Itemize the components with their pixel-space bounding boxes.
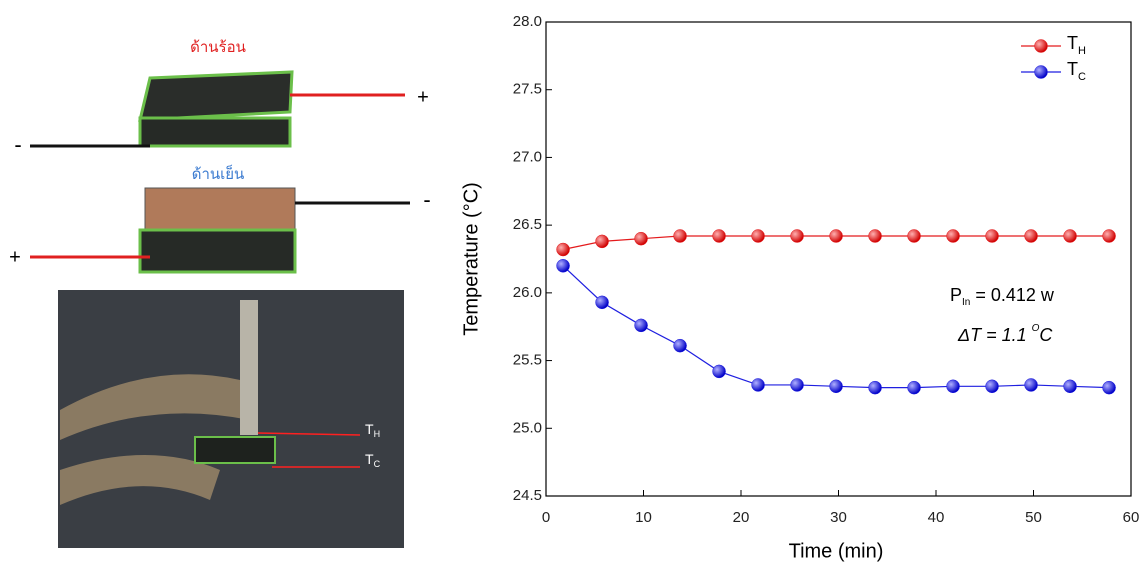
y-tick-label: 25.5	[513, 352, 542, 369]
sign: -	[423, 187, 430, 212]
data-point	[712, 364, 726, 379]
clamp	[60, 374, 250, 440]
x-tick-label: 30	[830, 509, 847, 526]
legend-text: T	[1067, 33, 1078, 53]
data-point	[634, 318, 648, 333]
data-point	[790, 229, 804, 243]
photo-label: TH	[365, 421, 380, 440]
photo: TH TC	[58, 290, 404, 548]
legend-subscript: H	[1078, 45, 1086, 57]
y-tick-label: 27.5	[513, 81, 542, 98]
y-tick-label: 26.5	[513, 216, 542, 233]
x-tick-label: 10	[635, 509, 652, 526]
sign: -	[14, 132, 21, 157]
plot-frame	[545, 21, 1132, 497]
data-point	[595, 295, 609, 310]
data-point	[1102, 380, 1116, 395]
annotation-part: C	[1039, 325, 1053, 345]
data-point	[985, 379, 999, 394]
data-point	[985, 229, 999, 243]
data-point	[907, 380, 921, 395]
data-point	[1063, 229, 1077, 243]
arrow	[257, 432, 361, 436]
data-point	[673, 229, 687, 243]
data-point	[634, 231, 648, 246]
sample	[194, 436, 276, 464]
annotation-subscript: In	[962, 297, 970, 308]
data-point	[1102, 229, 1116, 243]
y-tick-label: 26.0	[513, 284, 542, 301]
data-point	[790, 378, 804, 392]
data-point	[1063, 379, 1077, 394]
x-tick-label: 50	[1025, 509, 1042, 526]
module-top	[138, 70, 294, 122]
legend-label: TH	[1067, 33, 1086, 57]
x-axis-label: Time (min)	[789, 540, 884, 562]
data-point	[946, 379, 960, 394]
annotation: ΔT = 1.1 OC	[957, 323, 1053, 345]
annotation-part: ΔT = 1.1	[957, 325, 1032, 345]
annotation-part: P	[950, 285, 962, 305]
data-point	[595, 234, 609, 249]
data-point	[1024, 229, 1038, 243]
module-bottom	[138, 116, 292, 148]
y-tick-label: 27.0	[513, 148, 542, 165]
annotation-superscript: O	[1032, 323, 1040, 334]
x-tick-label: 0	[542, 509, 550, 526]
legend-subscript: C	[1078, 71, 1086, 83]
data-point	[1024, 378, 1038, 392]
annotation-part: = 0.412 w	[970, 285, 1055, 305]
legend-text: T	[1067, 59, 1078, 79]
clamp	[60, 455, 220, 505]
data-point	[556, 242, 570, 257]
data-point	[829, 229, 843, 243]
module-bottom	[138, 228, 297, 274]
x-tick-label: 40	[928, 509, 945, 526]
data-point	[751, 229, 765, 243]
y-tick-label: 24.5	[513, 487, 542, 504]
data-point	[868, 229, 882, 243]
photo-label: TC	[365, 451, 381, 470]
data-point	[751, 378, 765, 392]
x-tick-label: 20	[733, 509, 750, 526]
sign: +	[417, 86, 429, 108]
y-tick-label: 25.0	[513, 419, 542, 436]
y-axis-label: Temperature (°C)	[460, 182, 482, 336]
data-point	[829, 379, 843, 394]
data-point	[673, 338, 687, 353]
sign: +	[9, 246, 21, 268]
legend-label: TC	[1067, 59, 1086, 83]
legend-marker	[1034, 65, 1048, 79]
data-point	[868, 380, 882, 395]
hot-side-label: ด้านร้อน	[190, 39, 246, 56]
annotation: PIn = 0.412 w	[950, 285, 1055, 308]
copper-plate	[144, 187, 296, 231]
modules: ด้านร้อน + - ด้านเย็น - +	[9, 39, 431, 274]
data-point	[907, 229, 921, 243]
y-tick-label: 28.0	[513, 13, 542, 30]
rod	[240, 300, 258, 435]
data-point	[712, 229, 726, 243]
cold-side-label: ด้านเย็น	[192, 164, 245, 183]
data-point	[946, 229, 960, 243]
data-point	[556, 259, 570, 273]
x-tick-label: 60	[1123, 509, 1140, 526]
legend-marker	[1034, 39, 1048, 53]
